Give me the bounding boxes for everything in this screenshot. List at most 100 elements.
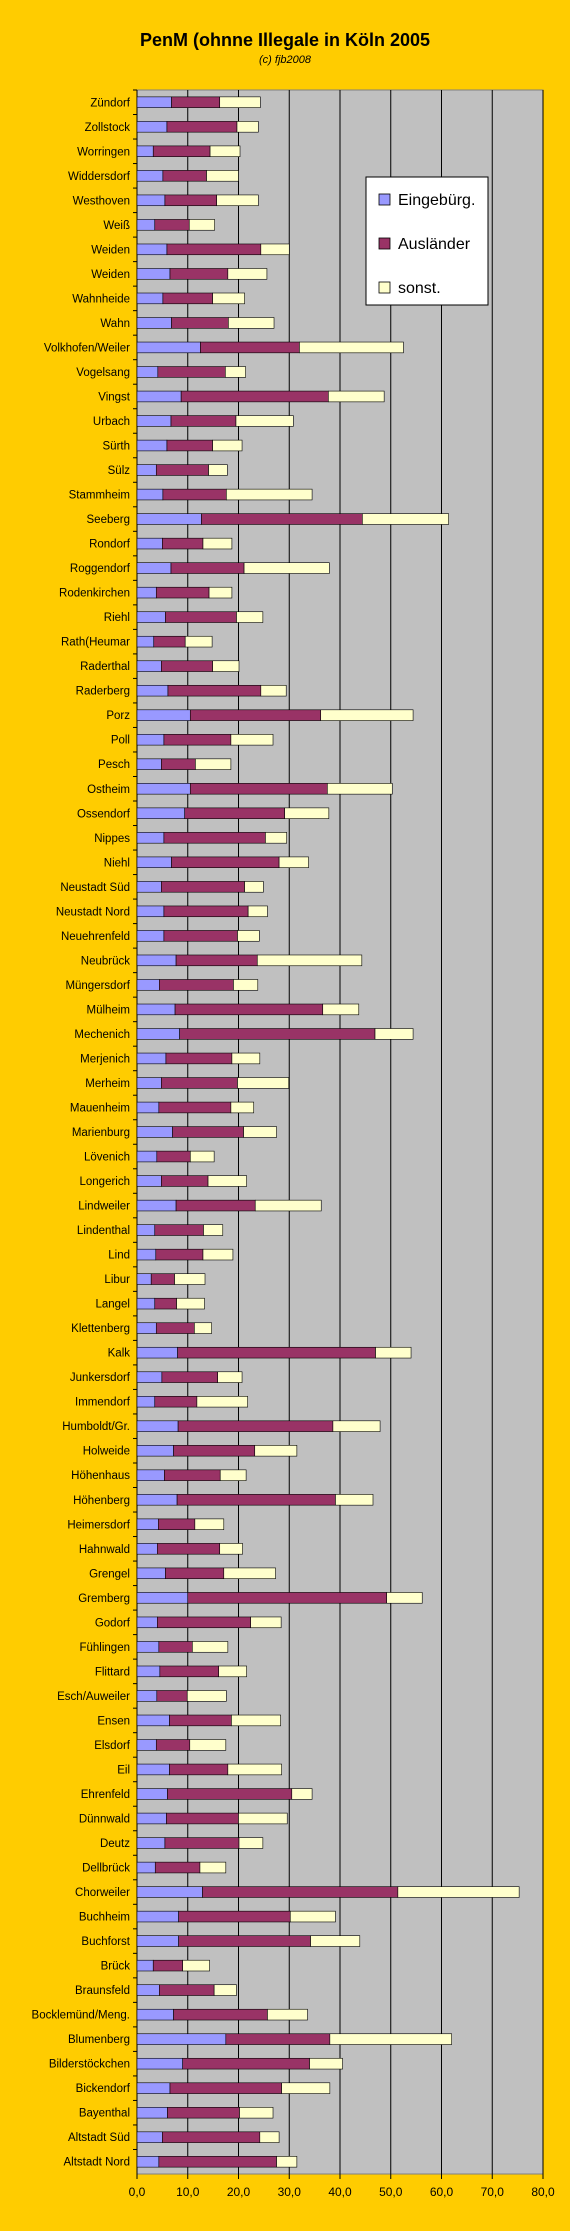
bar-segment — [136, 758, 162, 770]
category-label: Rodenkirchen — [59, 588, 130, 600]
bar-segment — [136, 439, 168, 452]
bar-segment — [136, 366, 159, 378]
category-label: Braunsfeld — [75, 1985, 130, 1997]
bar-segment — [200, 341, 300, 354]
category-label: Brück — [101, 1961, 131, 1973]
bar-segment — [188, 219, 215, 231]
bar-segment — [216, 194, 259, 207]
bar-segment — [155, 586, 210, 599]
bar-segment — [136, 856, 172, 868]
bar-segment — [136, 1273, 152, 1285]
bar-segment — [158, 1518, 196, 1530]
category-label: Junkersdorf — [70, 1372, 131, 1384]
category-label: Gremberg — [78, 1593, 130, 1605]
bar-segment — [136, 1371, 163, 1383]
bar-segment — [136, 1469, 165, 1481]
bar-segment — [136, 1052, 167, 1065]
bar-segment — [309, 2057, 343, 2070]
chart-subtitle: (c) fjb2008 — [259, 54, 312, 66]
x-tick-label: 80,0 — [531, 2185, 555, 2199]
bar-segment — [136, 1763, 170, 1776]
category-label: Ehrenfeld — [81, 1789, 130, 1801]
bar-segment — [136, 1665, 161, 1678]
legend-swatch — [378, 193, 391, 206]
bar-segment — [162, 537, 204, 550]
bar-segment — [165, 1567, 225, 1580]
bar-segment — [201, 513, 363, 525]
bar-segment — [136, 243, 168, 256]
bar-segment — [208, 464, 228, 476]
bar-segment — [136, 586, 157, 599]
bar-segment — [136, 979, 160, 991]
bar-segment — [260, 684, 287, 697]
bar-segment — [162, 488, 227, 501]
bar-segment — [329, 2033, 452, 2045]
bar-segment — [170, 562, 245, 574]
category-label: Neustadt Süd — [60, 882, 130, 894]
bar-segment — [161, 758, 196, 770]
bar-segment — [166, 121, 238, 133]
bar-segment — [171, 317, 229, 329]
bar-segment — [136, 1714, 170, 1727]
bar-segment — [136, 268, 171, 280]
bar-segment — [192, 1641, 229, 1653]
bar-segment — [256, 954, 363, 967]
bar-segment — [260, 243, 290, 256]
bar-segment — [158, 1101, 232, 1114]
category-label: Godorf — [95, 1617, 131, 1629]
bar-segment — [136, 1812, 167, 1825]
bar-segment — [154, 1396, 198, 1408]
bar-segment — [136, 1959, 154, 1972]
bar-segment — [136, 292, 164, 305]
category-label: Altstadt Nord — [64, 2157, 130, 2169]
bar-segment — [136, 415, 172, 427]
bar-segment — [136, 1396, 156, 1408]
category-label: Weiden — [91, 269, 130, 281]
bar-segment — [186, 1690, 227, 1702]
bar-segment — [136, 1150, 158, 1163]
category-label: Immendorf — [75, 1397, 131, 1409]
bar-segment — [136, 954, 177, 967]
bar-segment — [265, 832, 288, 844]
bar-segment — [182, 2057, 310, 2070]
bar-segment — [166, 439, 213, 452]
bar-segment — [154, 1224, 204, 1236]
bar-segment — [189, 1739, 227, 1751]
legend: Eingebürg. Ausländer sonst. — [365, 176, 489, 306]
category-label: Ossendorf — [77, 808, 131, 820]
bar-segment — [231, 1052, 261, 1065]
category-label: Lind — [108, 1250, 130, 1262]
bar-segment — [165, 611, 237, 623]
bar-segment — [155, 464, 209, 476]
bar-segment — [136, 96, 172, 108]
bar-segment — [213, 1984, 237, 1996]
bar-segment — [136, 635, 155, 648]
bar-segment — [136, 832, 165, 844]
bar-segment — [169, 2082, 282, 2094]
category-label: Humboldt/Gr. — [62, 1421, 130, 1433]
bar-segment — [199, 1861, 227, 1874]
bar-segment — [156, 1150, 191, 1163]
bar-segment — [136, 488, 164, 501]
bar-segment — [136, 1641, 160, 1653]
bar-segment — [136, 1224, 156, 1236]
category-label: Sülz — [108, 465, 131, 477]
bar-segment — [166, 243, 262, 256]
chart-title: PenM (ohnne Illegale in Köln 2005 — [140, 30, 430, 50]
category-label: Neuehrenfeld — [61, 931, 130, 943]
bar-segment — [289, 1910, 336, 1923]
category-label: Bayenthal — [79, 2108, 130, 2120]
category-label: Seeberg — [87, 514, 130, 526]
category-label: Longerich — [79, 1176, 130, 1188]
x-tick-label: 50,0 — [379, 2185, 403, 2199]
bar-segment — [136, 660, 162, 672]
bar-segment — [173, 2008, 268, 2021]
category-label: Libur — [104, 1274, 130, 1286]
bar-segment — [202, 1886, 399, 1898]
bar-segment — [226, 488, 313, 501]
bar-segment — [179, 1028, 376, 1040]
bar-segment — [136, 1494, 178, 1506]
category-label: Roggendorf — [70, 563, 131, 575]
bar-segment — [136, 611, 166, 623]
